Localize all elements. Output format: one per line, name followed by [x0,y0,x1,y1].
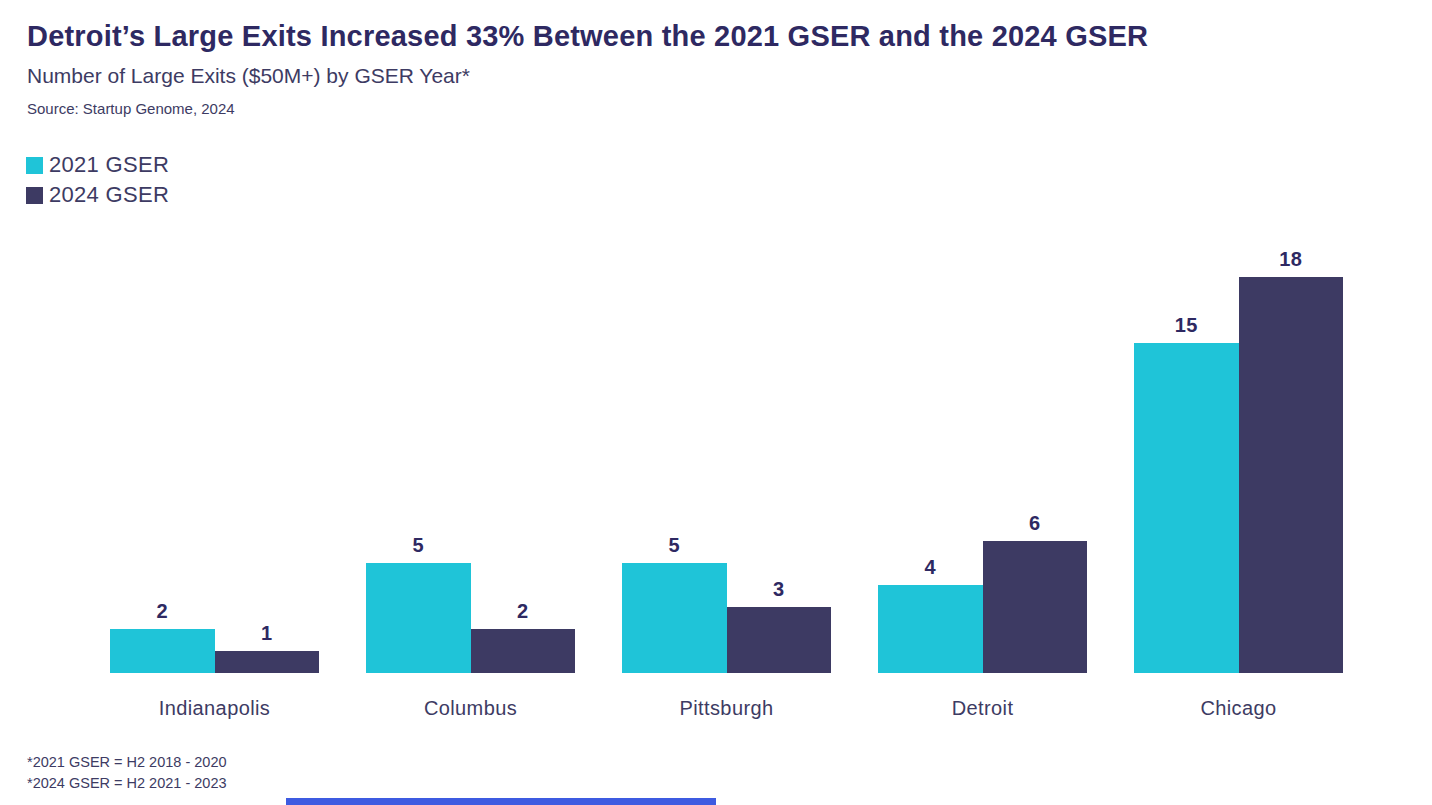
category-label-chicago: Chicago [1134,697,1343,720]
legend-item-2021: 2021 GSER [26,150,169,180]
bar-value-label: 3 [773,578,784,601]
bar-wrap-indianapolis-2021-gser: 2 [110,600,215,673]
category-label-detroit: Detroit [878,697,1087,720]
bar-wrap-indianapolis-2024-gser: 1 [215,622,320,673]
bar-value-label: 5 [669,534,680,557]
bar-groups: 215253461518 [110,247,1343,673]
bar-wrap-pittsburgh-2021-gser: 5 [622,534,727,673]
legend-swatch-2024-icon [26,187,43,204]
bar-group-pittsburgh: 53 [622,247,831,673]
bar-detroit-2021-gser [878,585,983,673]
bar-wrap-columbus-2024-gser: 2 [471,600,576,673]
bar-detroit-2024-gser [983,541,1088,673]
legend-label-2021: 2021 GSER [49,152,169,178]
footnote-2021-definition: *2021 GSER = H2 2018 - 2020 [27,752,227,773]
chart-header: Detroit’s Large Exits Increased 33% Betw… [27,18,1417,117]
bar-wrap-detroit-2024-gser: 6 [983,512,1088,673]
bar-value-label: 6 [1029,512,1040,535]
chart-subtitle: Number of Large Exits ($50M+) by GSER Ye… [27,64,1417,88]
legend: 2021 GSER 2024 GSER [26,150,169,210]
bar-value-label: 18 [1279,248,1302,271]
bar-group-detroit: 46 [878,247,1087,673]
bar-value-label: 2 [157,600,168,623]
category-label-columbus: Columbus [366,697,575,720]
category-label-pittsburgh: Pittsburgh [622,697,831,720]
bar-value-label: 15 [1175,314,1198,337]
x-axis-category-labels: Indianapolis Columbus Pittsburgh Detroit Chi… [110,697,1343,720]
bar-columbus-2024-gser [471,629,576,673]
legend-swatch-2021-icon [26,157,43,174]
chart-canvas: Detroit’s Large Exits Increased 33% Betw… [0,0,1432,805]
bar-pittsburgh-2024-gser [727,607,832,673]
legend-label-2024: 2024 GSER [49,182,169,208]
bar-indianapolis-2024-gser [215,651,320,673]
bar-wrap-pittsburgh-2024-gser: 3 [727,578,832,673]
footnote-2024-definition: *2024 GSER = H2 2021 - 2023 [27,773,227,794]
bar-group-chicago: 1518 [1134,247,1343,673]
bar-value-label: 2 [517,600,528,623]
bar-chicago-2024-gser [1239,277,1344,673]
bar-wrap-detroit-2021-gser: 4 [878,556,983,673]
chart-source: Source: Startup Genome, 2024 [27,100,1417,117]
bar-value-label: 4 [925,556,936,579]
bar-indianapolis-2021-gser [110,629,215,673]
footnotes: *2021 GSER = H2 2018 - 2020 *2024 GSER =… [27,752,227,794]
chart-title: Detroit’s Large Exits Increased 33% Betw… [27,18,1417,54]
category-label-indianapolis: Indianapolis [110,697,319,720]
bar-wrap-columbus-2021-gser: 5 [366,534,471,673]
bar-columbus-2021-gser [366,563,471,673]
bar-value-label: 5 [413,534,424,557]
bar-chart-plot-area: 215253461518 [110,247,1343,673]
legend-item-2024: 2024 GSER [26,180,169,210]
bar-group-indianapolis: 21 [110,247,319,673]
bar-wrap-chicago-2024-gser: 18 [1239,248,1344,673]
bar-group-columbus: 52 [366,247,575,673]
bar-wrap-chicago-2021-gser: 15 [1134,314,1239,673]
bar-chicago-2021-gser [1134,343,1239,673]
bar-value-label: 1 [261,622,272,645]
video-progress-bar[interactable] [286,798,716,805]
bar-pittsburgh-2021-gser [622,563,727,673]
